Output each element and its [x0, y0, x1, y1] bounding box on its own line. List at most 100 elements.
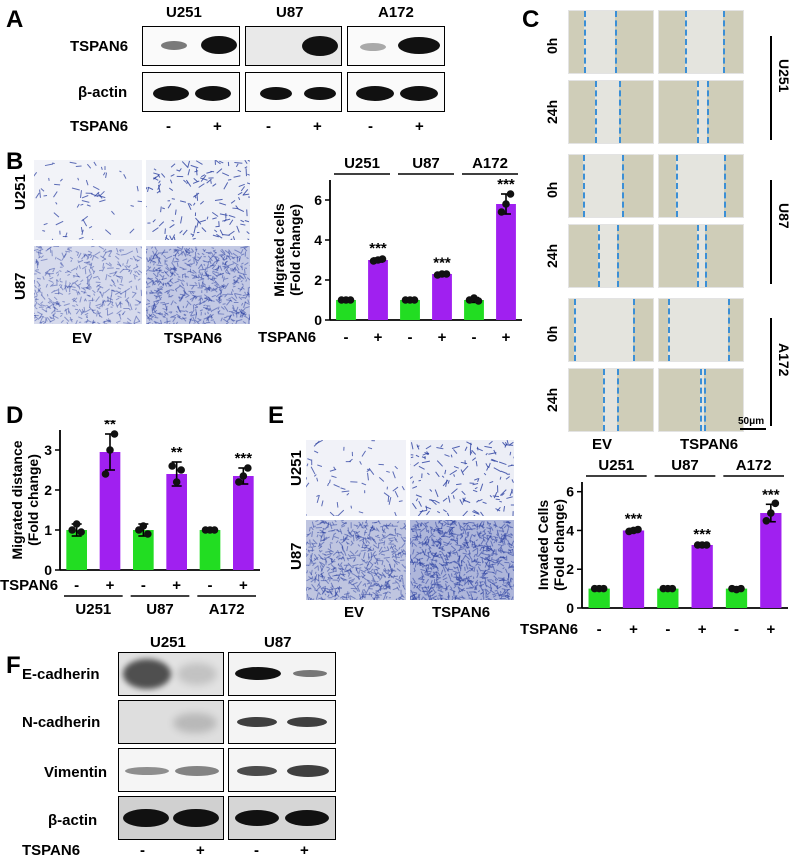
wound-r5-c1 — [658, 368, 744, 432]
blot-a-tspan6-u87 — [245, 26, 342, 66]
micro-b-u87-tspan6 — [146, 246, 250, 324]
blot-a-actin-a172 — [347, 72, 445, 112]
category-sign: + — [239, 577, 248, 594]
f-row-vim: Vimentin — [44, 764, 108, 781]
chart-b: 0 2 4 6 Migrated cells(Fold change) - *** + - ***… — [258, 155, 522, 346]
sign-a-0: - — [166, 118, 171, 135]
data-point — [771, 499, 780, 508]
micro-e-u251-tspan6 — [410, 440, 514, 516]
micro-b-u87-ev — [34, 246, 142, 324]
col-label-c-ev: EV — [592, 436, 613, 453]
data-point — [168, 462, 176, 470]
bar — [336, 300, 356, 320]
significance-label: *** — [497, 176, 515, 193]
f-sign-3: + — [300, 842, 309, 859]
sign-a-5: + — [415, 118, 424, 135]
data-point — [68, 526, 76, 534]
category-sign: + — [172, 577, 181, 594]
cell-line-u251: U251 — [166, 4, 202, 21]
micro-e-u87-tspan6 — [410, 520, 514, 600]
bar — [432, 274, 452, 320]
f-cell-line-u251: U251 — [150, 634, 186, 651]
y-tick-label: 0 — [314, 312, 322, 328]
category-sign: - — [597, 621, 602, 638]
bar — [496, 204, 516, 320]
category-sign: + — [502, 329, 511, 346]
blot-f-actin-u87 — [228, 796, 336, 840]
f-sign-2: - — [254, 842, 259, 859]
sign-row-label: TSPAN6 — [520, 621, 578, 638]
bar — [199, 530, 221, 570]
data-point — [599, 584, 608, 593]
data-point — [634, 525, 642, 534]
wound-r1-c0 — [568, 80, 654, 144]
y-tick-label: 6 — [314, 192, 322, 208]
significance-label: *** — [625, 511, 643, 528]
row-label-b-u87: U87 — [12, 272, 29, 300]
wound-r4-c1 — [658, 298, 744, 362]
data-point — [110, 430, 119, 438]
bar — [99, 452, 121, 570]
col-label-e-ev: EV — [344, 604, 365, 621]
data-point — [410, 296, 419, 304]
data-point — [668, 584, 677, 593]
data-point — [442, 270, 451, 278]
y-tick-label: 1 — [44, 522, 52, 538]
blot-a-tspan6-a172 — [347, 26, 445, 66]
y-tick-label: 3 — [44, 442, 52, 458]
category-sign: + — [438, 329, 447, 346]
bar — [725, 588, 748, 608]
blot-f-ecad-u87 — [228, 652, 336, 696]
y-tick-label: 2 — [566, 561, 574, 577]
wound-r1-c1 — [658, 80, 744, 144]
sign-a-2: - — [266, 118, 271, 135]
bar — [368, 260, 388, 320]
group-label: U251 — [75, 601, 111, 618]
blot-f-ncad-u251 — [118, 700, 224, 744]
y-tick-label: 2 — [44, 482, 52, 498]
time-label-1: 24h — [544, 99, 560, 124]
y-tick-label: 2 — [314, 272, 322, 288]
micro-b-u251-ev — [34, 160, 142, 240]
sign-a-4: - — [368, 118, 373, 135]
y-tick-label: 0 — [566, 600, 574, 616]
category-sign: - — [408, 329, 413, 346]
bar — [133, 530, 154, 570]
wound-r2-c1 — [658, 154, 744, 218]
data-point — [346, 296, 355, 304]
y-tick-label: 0 — [44, 562, 52, 578]
significance-label: *** — [693, 526, 711, 543]
row-label-tspan6: TSPAN6 — [70, 38, 129, 55]
wound-r4-c0 — [568, 298, 654, 362]
micro-e-u87-ev — [306, 520, 406, 600]
panel-letter-e: E — [268, 402, 285, 429]
data-point — [767, 509, 775, 517]
data-point — [762, 516, 771, 525]
time-label-3: 24h — [544, 243, 560, 268]
category-sign: - — [734, 621, 739, 638]
panel-letter-f: F — [6, 652, 21, 679]
category-sign: - — [141, 577, 146, 594]
wound-r3-c1 — [658, 224, 744, 288]
panel-letter-a: A — [6, 6, 24, 33]
category-sign: + — [106, 577, 115, 594]
scale-bar — [740, 428, 766, 430]
significance-label: *** — [762, 486, 780, 503]
data-point — [106, 446, 114, 454]
category-sign: - — [74, 577, 79, 594]
panel-letter-d: D — [6, 402, 24, 429]
blot-f-ecad-u251 — [118, 652, 224, 696]
f-sign-row-label: TSPAN6 — [22, 842, 81, 859]
data-point — [235, 478, 243, 486]
wound-r3-c0 — [568, 224, 654, 288]
bar — [760, 513, 782, 608]
group-label: A172 — [736, 457, 772, 474]
data-point — [244, 464, 252, 472]
sign-row-label: TSPAN6 — [258, 329, 316, 346]
col-label-b-ev: EV — [72, 330, 93, 347]
group-bracket-0 — [770, 36, 772, 140]
blot-a-actin-u251 — [142, 72, 240, 112]
time-label-0: 0h — [544, 37, 560, 54]
significance-label: ** — [104, 420, 116, 433]
